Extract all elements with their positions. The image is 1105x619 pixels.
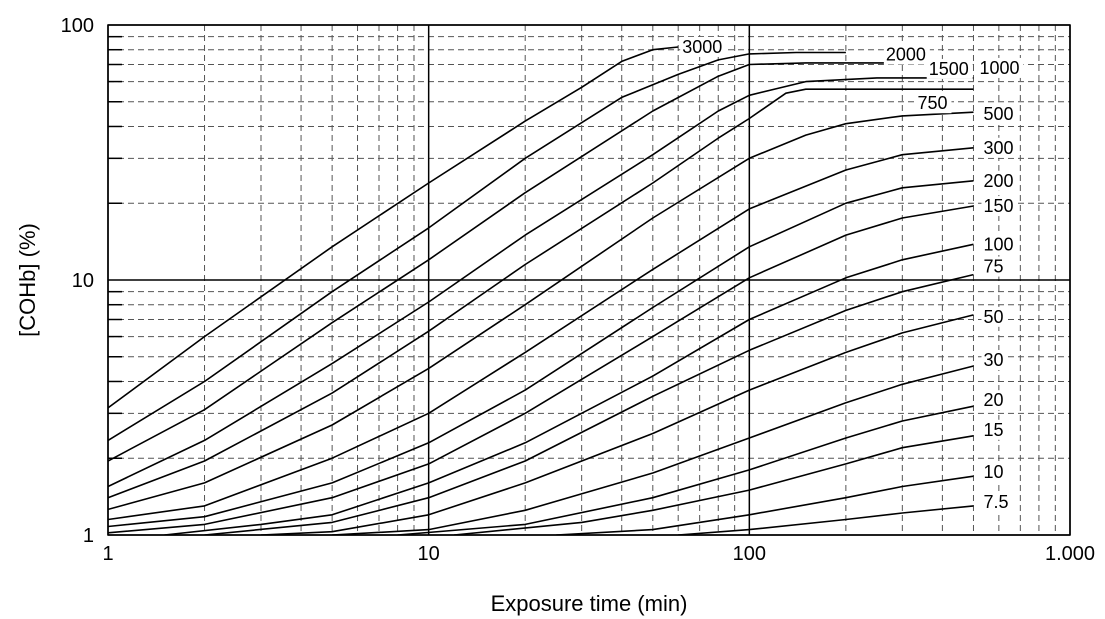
series-line-3000 <box>108 46 679 409</box>
series-label-bg <box>981 256 1008 277</box>
series-label-75: 75 <box>983 257 1003 277</box>
series-line-1500 <box>108 62 893 462</box>
series-label-bg <box>883 44 930 65</box>
plot-frame <box>107 24 1071 536</box>
series-label-bg <box>981 234 1018 255</box>
series-label-bg <box>680 36 727 57</box>
series-label-200: 200 <box>983 171 1013 191</box>
series-label-bg <box>981 306 1008 327</box>
series-line-15 <box>454 435 974 535</box>
x-tick-label: 1.000 <box>1045 543 1095 565</box>
x-tick-label: 1 <box>102 543 113 565</box>
series-line-7.5 <box>678 505 974 535</box>
series-line-300 <box>108 147 974 521</box>
series-line-10 <box>556 475 974 535</box>
series-label-bg <box>915 93 952 114</box>
series-line-50 <box>260 314 974 535</box>
series-label-15: 15 <box>983 420 1003 440</box>
series-label-bg <box>981 390 1008 411</box>
y-tick-label: 10 <box>72 270 94 292</box>
series-label-1500: 1500 <box>929 59 969 79</box>
series-label-bg <box>977 57 1024 78</box>
series-label-2000: 2000 <box>886 45 926 65</box>
series-line-20 <box>397 405 974 535</box>
series-label-100: 100 <box>983 234 1013 254</box>
series-label-50: 50 <box>983 307 1003 327</box>
series-line-2000 <box>108 51 846 442</box>
y-axis-title: [COHb] (%) <box>15 223 40 337</box>
series-line-150 <box>108 205 974 534</box>
series-label-bg <box>981 196 1018 217</box>
x-tick-label: 10 <box>418 543 440 565</box>
series-line-75 <box>204 273 974 535</box>
series-label-bg <box>981 104 1018 125</box>
series-label-3000: 3000 <box>682 37 722 57</box>
series-label-bg <box>981 349 1008 370</box>
series-label-20: 20 <box>983 390 1003 410</box>
series-label-30: 30 <box>983 350 1003 370</box>
y-tick-labels: 1 10 100 <box>61 15 94 547</box>
series-label-bg <box>981 137 1018 158</box>
series-label-150: 150 <box>983 196 1013 216</box>
series-label-bg <box>981 491 1018 512</box>
series-label-500: 500 <box>983 104 1013 124</box>
x-axis-title: Exposure time (min) <box>491 591 688 616</box>
series-label-10: 10 <box>983 462 1003 482</box>
series-lines <box>108 46 974 535</box>
series-label-bg <box>926 58 973 79</box>
series-line-500 <box>108 111 974 511</box>
series-label-300: 300 <box>983 138 1013 158</box>
series-line-30 <box>332 365 974 535</box>
series-label-750: 750 <box>917 93 947 113</box>
y-tick-label: 1 <box>83 525 94 547</box>
series-line-1000 <box>108 77 974 488</box>
x-tick-label: 100 <box>733 543 766 565</box>
minor-tick-marks <box>108 35 122 459</box>
series-line-750 <box>108 88 974 499</box>
series-label-7.5: 7.5 <box>983 492 1008 512</box>
series-line-200 <box>108 180 974 528</box>
series-line-100 <box>164 243 974 535</box>
series-label-bg <box>981 170 1018 191</box>
x-tick-labels: 1 10 100 1.000 <box>102 543 1095 565</box>
series-label-1000: 1000 <box>979 58 1019 78</box>
series-label-bg <box>981 462 1008 483</box>
series-label-bg <box>981 419 1008 440</box>
y-tick-label: 100 <box>61 15 94 37</box>
